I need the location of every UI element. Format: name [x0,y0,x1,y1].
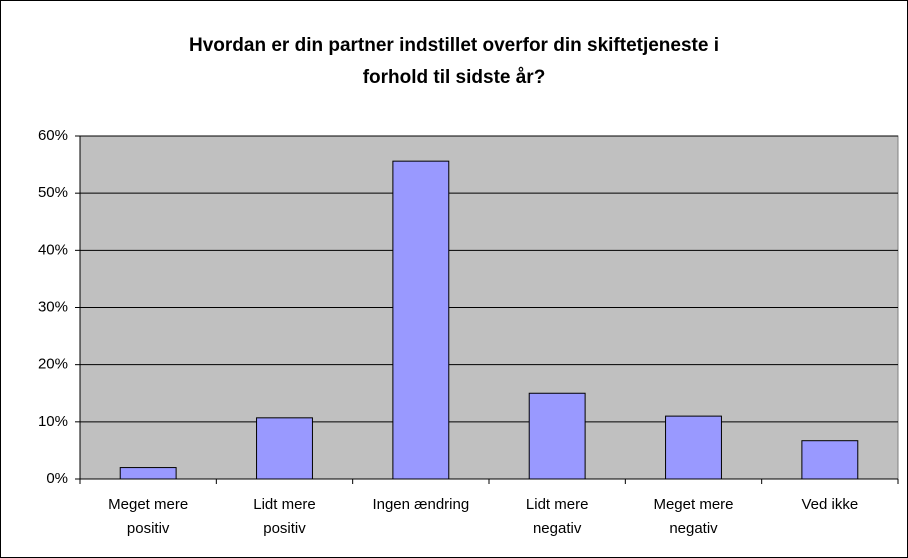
x-tick-label: Meget mere [108,496,188,513]
bar [801,440,859,480]
y-tick-label: 0% [46,470,68,487]
y-tick-label: 10% [38,413,68,430]
bar [392,160,450,480]
y-tick-label: 60% [38,127,68,144]
bar [665,415,722,480]
y-tick-label: 40% [38,241,68,258]
x-tick-label: Ved ikke [801,496,858,513]
y-tick-label: 50% [38,184,68,201]
bar [256,417,313,480]
x-tick-label: positiv [263,520,306,537]
x-tick-label: Meget mere [653,496,733,513]
x-tick-label: Ingen ændring [372,496,469,513]
x-tick-label: negativ [533,520,582,537]
x-tick-label: negativ [669,520,718,537]
bar [119,467,177,480]
chart-title: Hvordan er din partner indstillet overfo… [189,35,719,56]
x-tick-label: Lidt mere [253,496,316,513]
y-tick-label: 30% [38,298,68,315]
chart-title: forhold til sidste år? [363,67,546,88]
x-tick-label: positiv [127,520,170,537]
bar [528,392,586,480]
x-tick-label: Lidt mere [526,496,589,513]
y-tick-label: 20% [38,356,68,373]
